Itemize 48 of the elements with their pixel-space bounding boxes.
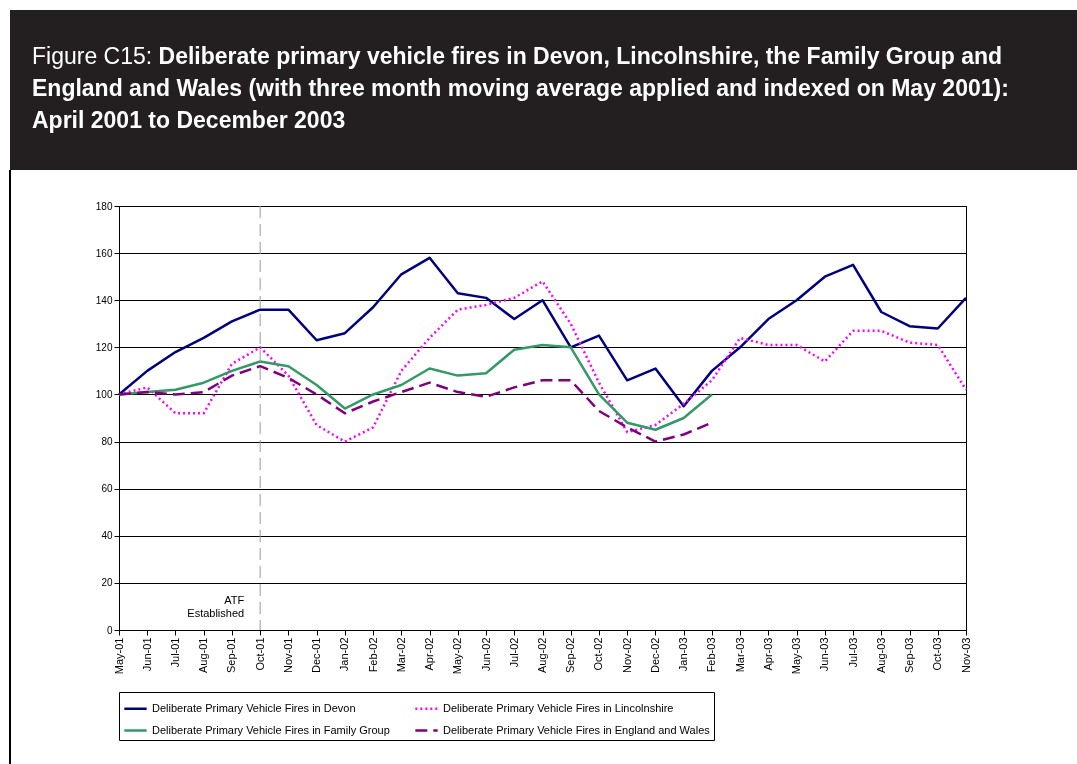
y-tick-label: 0: [106, 624, 113, 636]
x-tick-label: Jul-03: [846, 637, 859, 668]
y-tick-label: 60: [101, 483, 113, 495]
y-tick-label: 140: [95, 294, 113, 306]
x-tick-label: Jun-03: [818, 637, 831, 672]
y-tick-label: 40: [101, 530, 113, 542]
chart-title: Figure C15: Deliberate primary vehicle fires in Devon, Lincolnshire, the Family Group and England and Wales (with three month moving average applied and indexed on May 2001): April 2001 to December 2003: [32, 43, 1009, 133]
x-tick-label: Oct-02: [592, 637, 605, 671]
x-tick-label: Jun-02: [479, 637, 492, 672]
x-tick-label: Dec-01: [310, 637, 323, 673]
y-tick-label: 180: [95, 200, 113, 212]
x-tick-label: Aug-03: [874, 637, 887, 673]
x-tick-label: Oct-01: [253, 637, 266, 671]
x-tick-label: Sep-02: [564, 637, 577, 673]
legend-label: Deliberate Primary Vehicle Fires in Devon: [152, 701, 356, 714]
x-tick-label: May-01: [112, 637, 125, 675]
x-tick-label: Nov-03: [959, 637, 972, 673]
x-tick-label: Aug-02: [536, 637, 548, 673]
y-tick-label: 160: [95, 247, 113, 259]
x-tick-label: Aug-01: [197, 637, 210, 673]
x-tick-label: Feb-02: [366, 637, 379, 673]
x-tick-label: Mar-02: [394, 637, 407, 673]
x-tick-label: May-02: [451, 637, 464, 675]
x-tick-label: Jul-01: [168, 637, 181, 668]
y-tick-label: 100: [95, 388, 113, 400]
x-tick-label: Jul-02: [507, 637, 520, 668]
x-tick-label: Sep-03: [903, 637, 916, 673]
ref-line-label: ATF Established: [187, 594, 245, 619]
x-tick-label: Sep-01: [225, 637, 238, 673]
y-tick-label: 80: [101, 436, 113, 448]
x-tick-label: Feb-03: [705, 637, 718, 673]
x-tick-label: Apr-03: [761, 637, 774, 671]
line-series: [117, 256, 968, 408]
x-tick-label: Mar-03: [733, 637, 746, 673]
y-tick-label: 20: [101, 577, 113, 589]
legend-label: Deliberate Primary Vehicle Fires in Lincolnshire: [443, 701, 674, 714]
x-tick-label: Dec-02: [648, 637, 661, 673]
x-tick-label: Jan-02: [338, 637, 351, 672]
x-tick-label: Jun-01: [140, 637, 153, 672]
legend-label: Deliberate Primary Vehicle Fires in England and Wales: [443, 723, 711, 736]
x-tick-label: Nov-01: [281, 637, 294, 673]
x-tick-label: Nov-02: [620, 637, 633, 673]
x-tick-label: Oct-03: [931, 637, 944, 671]
y-tick-label: 120: [95, 341, 113, 353]
x-tick-label: May-03: [790, 637, 803, 675]
x-tick-label: Apr-02: [423, 637, 436, 671]
x-tick-label: Jan-03: [677, 637, 690, 672]
legend-label: Deliberate Primary Vehicle Fires in Family Group: [152, 723, 390, 736]
